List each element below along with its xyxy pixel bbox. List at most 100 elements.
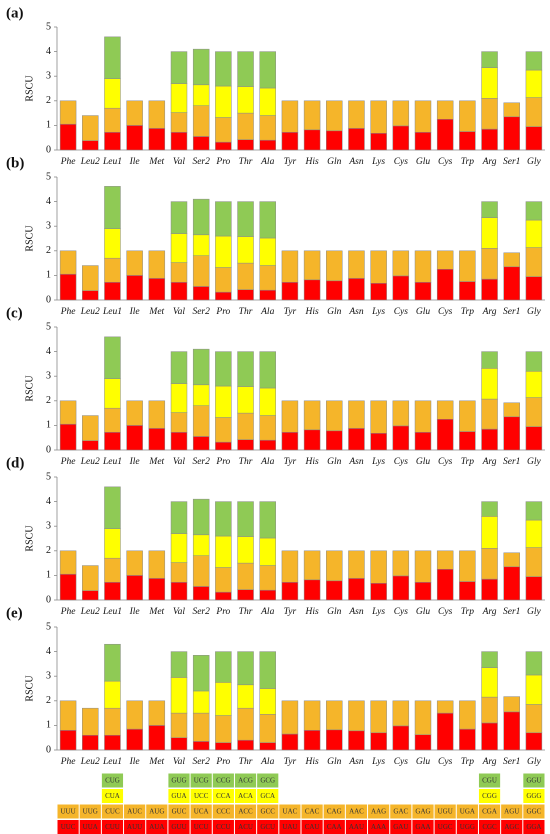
x-tick-label: Cys [394, 757, 409, 767]
x-tick-label: Tyr [284, 157, 297, 167]
codon-label: AGU [504, 808, 519, 816]
bar-segment [436, 119, 454, 151]
x-tick-label: Glu [416, 307, 431, 317]
bar-segment [348, 730, 365, 751]
bar-segment [82, 265, 99, 291]
x-tick-label: Leu1 [102, 457, 122, 467]
bar-segment [459, 700, 476, 730]
bar-segment [148, 278, 166, 301]
x-tick-label: Leu2 [80, 457, 100, 467]
bar-segment [259, 565, 276, 591]
bar-segment [370, 100, 387, 134]
bar-segment [215, 715, 232, 743]
bar-segment [326, 250, 343, 282]
bar-segment [481, 548, 498, 580]
bar-segment [414, 282, 432, 301]
y-axis-label: RSCU [24, 225, 35, 252]
bar-segment [148, 428, 166, 451]
bar-segment [370, 400, 387, 434]
bar-segment [259, 537, 276, 566]
bar-segment [459, 550, 476, 582]
x-tick-label: Trp [461, 307, 474, 317]
bar-segment [104, 528, 121, 559]
bar-segment [82, 140, 99, 151]
x-tick-label: Asn [348, 157, 364, 167]
bar-segment [326, 700, 343, 731]
bar-segment [414, 734, 432, 751]
bar-segment [392, 250, 410, 277]
x-tick-label: Gln [327, 457, 342, 467]
bar-segment [503, 116, 520, 151]
bar-segment [104, 378, 121, 409]
panel-label: (d) [6, 455, 24, 471]
x-tick-label: Leu2 [80, 757, 100, 767]
bar-segment [192, 348, 210, 386]
bar-segment [82, 590, 99, 601]
bar-segment [392, 725, 410, 751]
codon-label: CGC [482, 823, 497, 831]
y-tick-label: 2 [46, 395, 51, 406]
bar-segment [525, 674, 543, 705]
bar-segment [503, 416, 520, 451]
bar-segment [525, 219, 543, 248]
bar-segment [237, 112, 254, 140]
codon-cell [168, 820, 190, 834]
x-tick-label: Cys [438, 307, 453, 317]
bar-segment [525, 97, 543, 127]
x-tick-label: Leu2 [80, 157, 100, 167]
x-tick-label: His [304, 307, 319, 317]
y-tick-label: 2 [46, 695, 51, 706]
x-tick-label: Val [173, 757, 186, 767]
codon-cell [257, 804, 279, 819]
codon-label: AUC [127, 808, 142, 816]
bar-segment [392, 275, 410, 301]
bar-segment [104, 734, 121, 751]
bar-segment [170, 262, 188, 283]
x-tick-label: Val [173, 307, 186, 317]
codon-label: GGA [526, 823, 541, 831]
x-tick-label: Ile [129, 457, 140, 467]
bar-segment [192, 48, 210, 86]
bar-segment [259, 139, 276, 151]
bar-segment [459, 400, 476, 432]
codon-cell [234, 773, 257, 788]
codon-cell [368, 820, 390, 834]
bar-segment [215, 385, 232, 418]
x-tick-label: Gly [527, 607, 542, 617]
bar-segment [481, 696, 498, 724]
x-tick-label: Ser1 [503, 157, 520, 167]
x-tick-label: Leu1 [102, 157, 122, 167]
x-tick-label: Met [148, 307, 164, 317]
bar-segment [170, 132, 188, 151]
bar-segment [503, 402, 520, 418]
x-tick-label: Lys [371, 757, 385, 767]
bar-segment [170, 201, 188, 234]
codon-cell [101, 789, 124, 803]
codon-cell [212, 789, 234, 803]
codon-cell [412, 804, 434, 819]
bar-segment [348, 578, 365, 601]
codon-label: AUG [149, 808, 164, 816]
bar-segment [414, 432, 432, 451]
bar-segment [170, 737, 188, 751]
y-tick-label: 0 [46, 744, 51, 755]
codon-cell [101, 820, 124, 834]
bar-segment [192, 655, 210, 692]
bar-segment [215, 85, 232, 118]
bar-segment [303, 100, 321, 131]
bar-segment [126, 275, 143, 301]
y-tick-label: 0 [46, 444, 51, 455]
bar-segment [481, 516, 498, 549]
bar-segment [370, 250, 387, 284]
bar-segment [481, 398, 498, 430]
codon-label: CCU [216, 823, 230, 831]
x-tick-label: Ala [260, 757, 274, 767]
codon-cell [434, 804, 456, 819]
bar-segment [82, 707, 99, 736]
bar-segment [481, 351, 498, 369]
bar-segment [126, 125, 143, 151]
bar-segment [59, 700, 77, 731]
codon-cell [523, 804, 545, 819]
bar-segment [370, 583, 387, 601]
bar-segment [192, 105, 210, 137]
